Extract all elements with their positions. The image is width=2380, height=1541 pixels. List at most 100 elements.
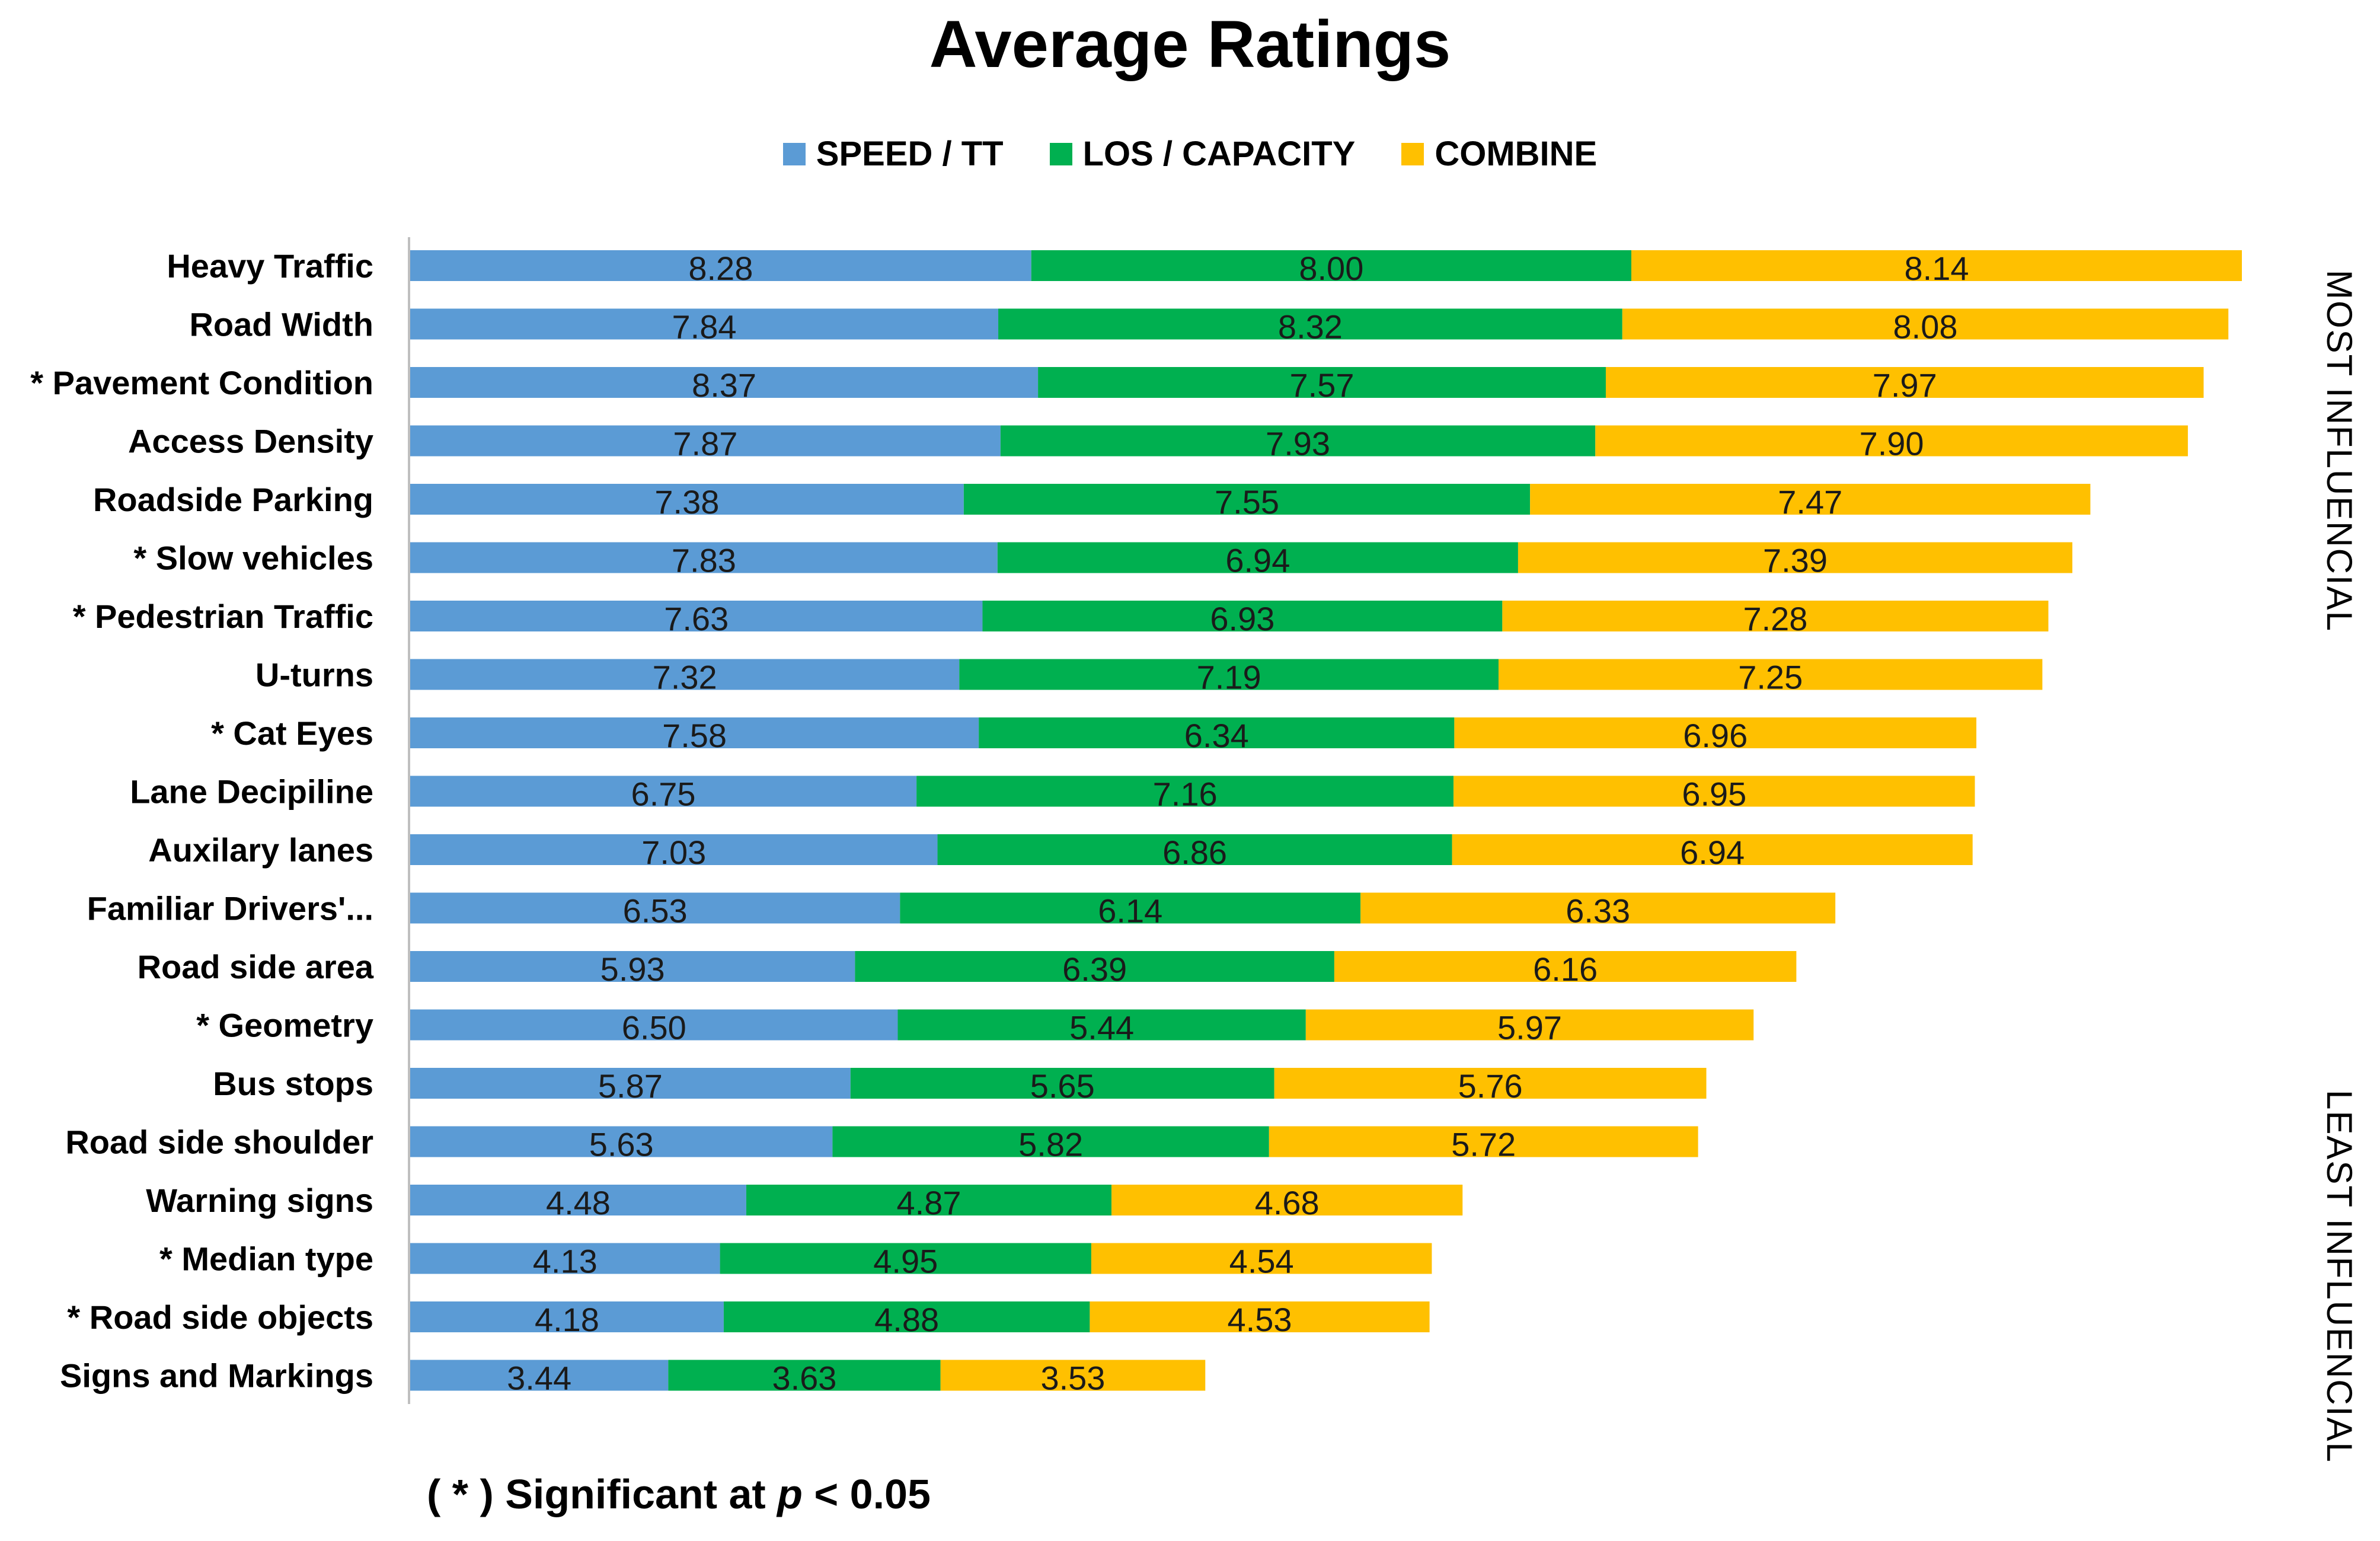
bar-segment-los: [723, 1301, 1090, 1332]
bar-value-label: 7.97: [1873, 366, 1937, 404]
bar-value-label: 6.95: [1682, 776, 1746, 813]
legend-item-los: LOS / CAPACITY: [1049, 134, 1355, 174]
bar-segment-speed: [410, 367, 1039, 398]
bar-value-label: 3.44: [507, 1360, 571, 1397]
bar-value-label: 8.37: [692, 366, 756, 404]
category-label: U-turns: [255, 656, 373, 694]
bar-segment-combine: [1622, 308, 2229, 340]
bar-value-label: 5.63: [589, 1126, 654, 1163]
bar-value-label: 7.63: [664, 600, 729, 637]
bar-segment-los: [832, 1126, 1269, 1157]
bar-value-label: 5.82: [1018, 1126, 1083, 1163]
bar-segment-combine: [1452, 834, 1973, 865]
bar-segment-combine: [1090, 1301, 1430, 1332]
significance-footnote: ( * ) Significant at p < 0.05: [427, 1470, 931, 1518]
bar-segment-los: [959, 659, 1499, 690]
bar-value-label: 6.75: [631, 776, 696, 813]
chart-legend: SPEED / TT LOS / CAPACITY COMBINE: [0, 134, 2380, 174]
bar-segment-speed: [410, 542, 998, 573]
bar-value-label: 6.34: [1184, 717, 1249, 754]
bar-value-label: 4.68: [1255, 1184, 1320, 1221]
bar-segment-speed: [410, 1301, 724, 1332]
bar-value-label: 7.55: [1215, 483, 1279, 521]
bar-value-label: 4.87: [896, 1184, 961, 1221]
bar-value-label: 8.14: [1905, 250, 1969, 287]
bar-segment-speed: [410, 1068, 851, 1099]
bar-value-label: 8.28: [688, 250, 753, 287]
bar-segment-speed: [410, 834, 938, 865]
most-influencial-label: MOST INFLUENCIAL: [2320, 270, 2359, 632]
bar-value-label: 7.58: [662, 717, 727, 754]
bar-segment-speed: [410, 250, 1031, 281]
category-label: * Road side objects: [67, 1298, 373, 1336]
bar-segment-speed: [410, 659, 960, 690]
bar-segment-los: [900, 892, 1361, 924]
bar-value-label: 4.18: [535, 1301, 599, 1338]
bar-segment-combine: [1305, 1009, 1754, 1041]
bar-segment-combine: [1454, 717, 1977, 748]
bar-segment-combine: [1595, 425, 2188, 457]
bar-segment-speed: [410, 1185, 746, 1215]
bar-segment-los: [850, 1068, 1274, 1099]
footnote-p-symbol: p: [777, 1471, 803, 1517]
bar-value-label: 7.39: [1763, 542, 1828, 579]
bar-value-label: 7.16: [1153, 776, 1218, 813]
category-label: Access Density: [128, 423, 373, 460]
category-label: Signs and Markings: [60, 1357, 373, 1395]
bar-value-label: 5.93: [600, 950, 665, 988]
bar-segment-combine: [1605, 367, 2204, 398]
category-label: * Slow vehicles: [133, 540, 373, 577]
bar-segment-speed: [410, 425, 1001, 457]
legend-swatch-combine: [1401, 142, 1424, 165]
bar-segment-los: [997, 542, 1518, 573]
legend-swatch-los: [1049, 142, 1072, 165]
bar-segment-speed: [410, 1243, 720, 1274]
bar-value-label: 4.48: [546, 1184, 611, 1221]
bar-value-label: 7.25: [1738, 659, 1803, 696]
bar-segment-los: [998, 308, 1622, 340]
legend-label-combine: COMBINE: [1435, 135, 1598, 173]
bar-segment-speed: [410, 892, 900, 924]
bar-segment-los: [979, 717, 1455, 748]
category-label: Lane Decipiline: [130, 773, 373, 811]
bar-value-label: 7.32: [653, 659, 717, 696]
bar-segment-los: [1031, 250, 1631, 281]
category-label: Roadside Parking: [93, 481, 373, 518]
bar-value-label: 8.32: [1278, 308, 1343, 346]
bar-segment-combine: [1334, 951, 1797, 982]
bar-value-label: 4.13: [533, 1243, 598, 1280]
bar-segment-combine: [1631, 250, 2242, 281]
bar-value-label: 7.38: [654, 483, 719, 521]
bar-segment-speed: [410, 484, 964, 515]
bar-value-label: 6.14: [1098, 892, 1162, 930]
footnote-suffix: < 0.05: [802, 1471, 931, 1517]
bar-segment-los: [1038, 367, 1606, 398]
bar-value-label: 8.00: [1299, 250, 1363, 287]
bar-segment-speed: [410, 1126, 833, 1157]
bar-value-label: 6.96: [1683, 717, 1748, 754]
bar-value-label: 7.90: [1860, 425, 1924, 462]
bar-value-label: 6.33: [1566, 892, 1630, 930]
bar-segment-speed: [410, 601, 983, 631]
category-label: Road side shoulder: [65, 1124, 373, 1161]
bar-segment-speed: [410, 776, 917, 807]
bars-group: Heavy Traffic 8.28 8.00 8.14 Road Width 7.84 8…: [30, 247, 2242, 1397]
bar-segment-los: [668, 1360, 941, 1391]
bar-value-label: 6.93: [1210, 600, 1274, 637]
bar-segment-los: [963, 484, 1531, 515]
bar-value-label: 7.87: [673, 425, 737, 462]
bar-value-label: 7.19: [1197, 659, 1261, 696]
bar-value-label: 7.83: [672, 542, 736, 579]
bar-segment-combine: [1091, 1243, 1432, 1274]
category-label: Familiar Drivers'...: [87, 890, 373, 927]
bar-segment-combine: [1518, 542, 2073, 573]
bar-value-label: 7.28: [1743, 600, 1807, 637]
category-label: * Cat Eyes: [211, 714, 373, 752]
bar-segment-los: [746, 1185, 1112, 1215]
bar-value-label: 4.95: [873, 1243, 938, 1280]
bar-value-label: 5.97: [1497, 1009, 1562, 1047]
bar-value-label: 4.88: [874, 1301, 939, 1338]
bar-value-label: 5.72: [1451, 1126, 1516, 1163]
bar-value-label: 6.16: [1533, 950, 1598, 988]
